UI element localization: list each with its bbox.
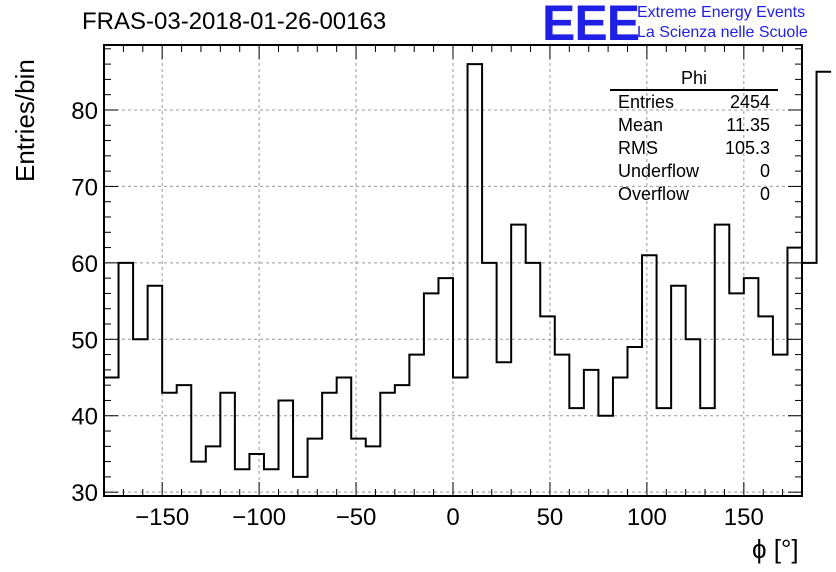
stats-value: 2454 [729,92,770,112]
y-tick-label: 60 [71,251,98,278]
stats-label: Entries [618,92,675,112]
y-tick-label: 30 [71,480,98,507]
stats-label: Mean [618,115,664,135]
axis-ticks [104,45,802,496]
x-tick-label: −150 [135,504,189,531]
histogram-series-line [104,63,832,478]
y-tick-label: 80 [71,98,98,125]
axis-tick-labels: −150 −100 −50 0 50 100 150 30 40 50 60 70 80 [71,98,764,531]
x-tick-label: −100 [232,504,286,531]
x-tick-label: 50 [537,504,564,531]
x-axis-label: ϕ [°] [752,534,799,564]
x-tick-label: 100 [627,504,667,531]
stats-row: Overflow 0 [610,183,778,206]
y-tick-label: 70 [71,174,98,201]
stats-row: Entries 2454 [610,91,778,114]
stats-value: 105.3 [724,138,770,158]
y-axis-label: Entries/bin [10,59,40,182]
x-tick-label: 150 [724,504,764,531]
logo-line-2: La Scienza nelle Scuole [637,24,808,41]
y-tick-label: 40 [71,404,98,431]
stats-title: Phi [610,68,778,91]
chart-title: FRAS-03-2018-01-26-00163 [82,8,387,35]
logo-line-1: Extreme Energy Events [637,4,806,21]
stats-box: Phi Entries 2454 Mean 11.35 RMS 105.3 Under… [610,68,778,206]
stats-value: 11.35 [726,115,770,135]
x-tick-label: 0 [446,504,459,531]
stats-label: Overflow [618,184,690,204]
stats-value: 0 [759,161,770,181]
stats-label: RMS [618,138,658,158]
y-tick-label: 50 [71,327,98,354]
stats-row: Underflow 0 [610,160,778,183]
stats-row: RMS 105.3 [610,137,778,160]
eee-logo: EEE [542,0,640,51]
x-tick-label: −50 [336,504,377,531]
stats-label: Underflow [618,161,700,181]
stats-value: 0 [759,184,770,204]
stats-row: Mean 11.35 [610,114,778,137]
